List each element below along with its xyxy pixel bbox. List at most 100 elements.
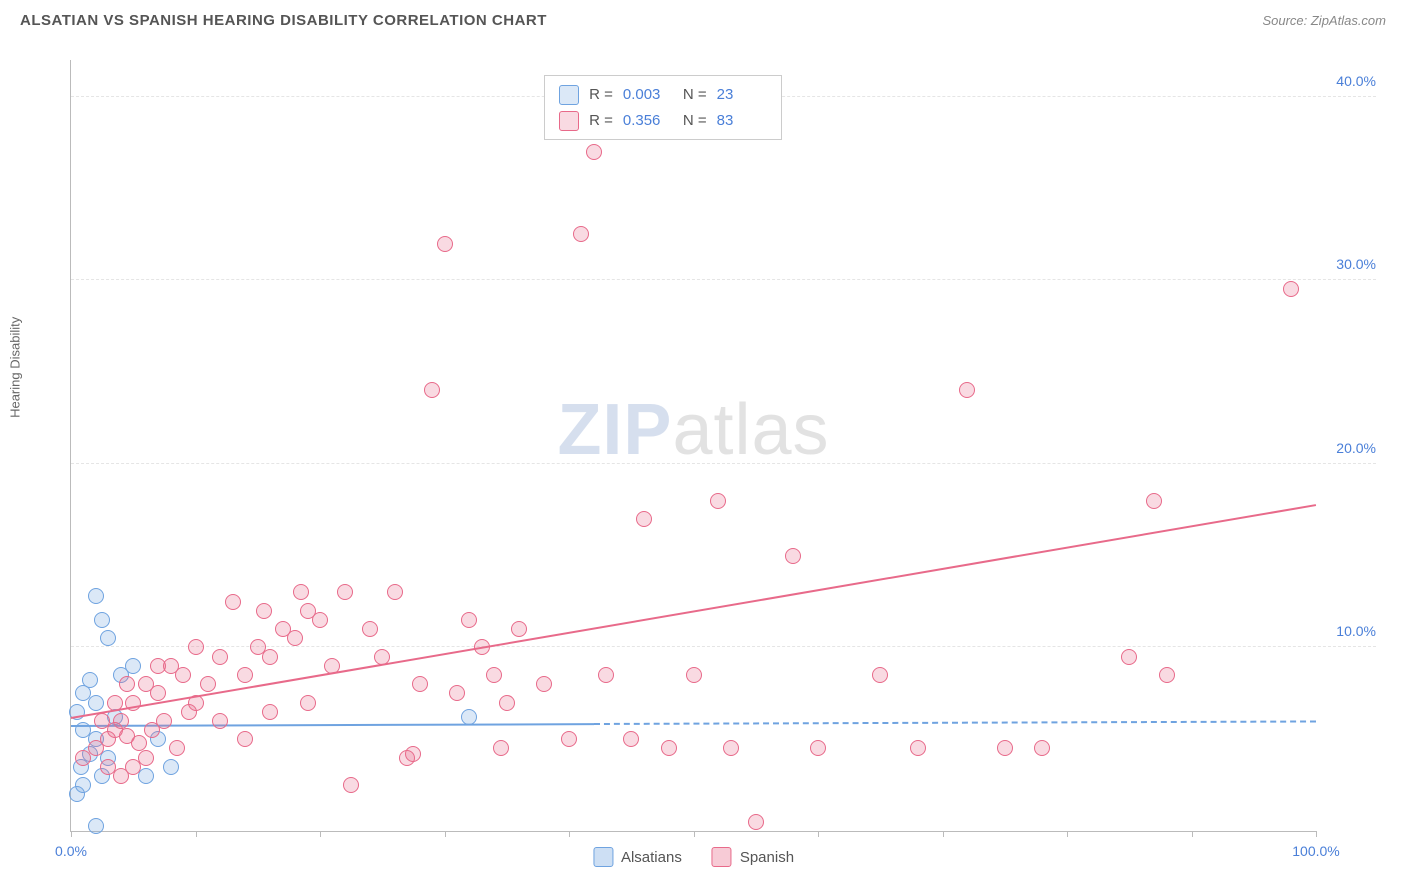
x-tick <box>320 831 321 837</box>
scatter-point <box>511 621 527 637</box>
scatter-point <box>636 511 652 527</box>
scatter-point <box>125 658 141 674</box>
legend-swatch <box>559 111 579 131</box>
scatter-point <box>256 603 272 619</box>
scatter-point <box>262 704 278 720</box>
scatter-point <box>237 731 253 747</box>
scatter-point <box>119 676 135 692</box>
scatter-point <box>412 676 428 692</box>
legend-item: Spanish <box>712 847 794 867</box>
scatter-point <box>82 672 98 688</box>
x-tick <box>1192 831 1193 837</box>
x-tick <box>196 831 197 837</box>
scatter-point <box>88 818 104 834</box>
n-value: 83 <box>717 108 767 134</box>
legend-swatch <box>559 85 579 105</box>
scatter-point <box>156 713 172 729</box>
correlation-legend: R =0.003N =23R =0.356N =83 <box>544 75 782 140</box>
scatter-point <box>387 584 403 600</box>
x-tick <box>818 831 819 837</box>
scatter-point <box>150 658 166 674</box>
legend-label: Alsatians <box>621 849 682 866</box>
scatter-point <box>212 649 228 665</box>
series-legend: Alsatians Spanish <box>593 847 794 867</box>
source-attribution: Source: ZipAtlas.com <box>1262 13 1386 28</box>
scatter-point <box>169 740 185 756</box>
scatter-point <box>486 667 502 683</box>
scatter-point <box>237 667 253 683</box>
scatter-point <box>293 584 309 600</box>
gridline-horizontal <box>71 279 1376 280</box>
watermark: ZIPatlas <box>557 389 829 471</box>
scatter-point <box>1034 740 1050 756</box>
x-tick <box>71 831 72 837</box>
n-label: N = <box>683 82 707 108</box>
scatter-point <box>499 695 515 711</box>
y-tick-label: 20.0% <box>1321 440 1376 456</box>
scatter-point <box>872 667 888 683</box>
scatter-point <box>623 731 639 747</box>
chart-container: Hearing Disability ZIPatlas 10.0%20.0%30… <box>20 45 1386 877</box>
scatter-point <box>163 759 179 775</box>
x-tick <box>943 831 944 837</box>
scatter-point <box>94 612 110 628</box>
scatter-point <box>150 685 166 701</box>
y-tick-label: 10.0% <box>1321 623 1376 639</box>
scatter-point <box>88 588 104 604</box>
scatter-point <box>1121 649 1137 665</box>
scatter-point <box>88 695 104 711</box>
scatter-point <box>100 630 116 646</box>
scatter-point <box>449 685 465 701</box>
legend-item: Alsatians <box>593 847 682 867</box>
scatter-point <box>312 612 328 628</box>
legend-label: Spanish <box>740 849 794 866</box>
n-label: N = <box>683 108 707 134</box>
scatter-point <box>175 667 191 683</box>
scatter-point <box>959 382 975 398</box>
scatter-point <box>437 236 453 252</box>
legend-row: R =0.003N =23 <box>559 82 767 108</box>
scatter-point <box>661 740 677 756</box>
n-value: 23 <box>717 82 767 108</box>
y-tick-label: 40.0% <box>1321 73 1376 89</box>
scatter-point <box>343 777 359 793</box>
scatter-point <box>188 639 204 655</box>
scatter-point <box>287 630 303 646</box>
scatter-point <box>910 740 926 756</box>
x-tick <box>694 831 695 837</box>
scatter-point <box>225 594 241 610</box>
x-tick-label: 0.0% <box>55 843 87 859</box>
legend-row: R =0.356N =83 <box>559 108 767 134</box>
scatter-point <box>212 713 228 729</box>
legend-swatch <box>593 847 613 867</box>
y-axis-label: Hearing Disability <box>8 317 23 418</box>
scatter-point <box>131 735 147 751</box>
scatter-point <box>573 226 589 242</box>
scatter-point <box>94 713 110 729</box>
scatter-point <box>1146 493 1162 509</box>
x-tick <box>445 831 446 837</box>
scatter-point <box>362 621 378 637</box>
scatter-point <box>493 740 509 756</box>
chart-title: ALSATIAN VS SPANISH HEARING DISABILITY C… <box>20 12 547 29</box>
scatter-point <box>810 740 826 756</box>
scatter-point <box>69 786 85 802</box>
scatter-point <box>300 695 316 711</box>
scatter-point <box>200 676 216 692</box>
x-tick <box>569 831 570 837</box>
r-value: 0.356 <box>623 108 673 134</box>
y-tick-label: 30.0% <box>1321 256 1376 272</box>
trend-line <box>594 720 1316 725</box>
scatter-point <box>1159 667 1175 683</box>
gridline-horizontal <box>71 646 1376 647</box>
x-tick <box>1067 831 1068 837</box>
legend-swatch <box>712 847 732 867</box>
scatter-point <box>262 649 278 665</box>
x-tick-label: 100.0% <box>1292 843 1339 859</box>
scatter-point <box>424 382 440 398</box>
scatter-point <box>138 750 154 766</box>
scatter-point <box>536 676 552 692</box>
scatter-point <box>997 740 1013 756</box>
scatter-point <box>748 814 764 830</box>
scatter-point <box>405 746 421 762</box>
